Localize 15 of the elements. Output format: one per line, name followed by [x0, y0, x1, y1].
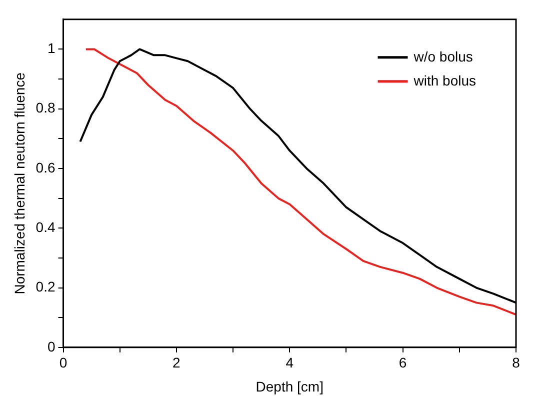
- x-tick-label: 0: [59, 354, 68, 371]
- y-tick-label: 0.2: [36, 278, 56, 295]
- x-tick-label: 2: [172, 354, 181, 371]
- x-axis-title: Depth [cm]: [256, 378, 324, 394]
- x-tick-label: 6: [398, 354, 407, 371]
- x-tick-label: 4: [286, 354, 294, 371]
- y-tick-label: 1: [47, 40, 56, 56]
- y-tick-label: 0.8: [36, 100, 56, 116]
- legend-label: w/o bolus: [412, 48, 473, 64]
- y-axis-title: Normalized thermal neutorn fluence: [11, 72, 28, 294]
- y-tick-label: 0.6: [36, 159, 56, 176]
- y-tick-label: 0.4: [36, 218, 56, 235]
- legend-label: with bolus: [412, 72, 476, 88]
- x-tick-label: 8: [512, 354, 520, 371]
- y-tick-label: 0: [47, 338, 56, 354]
